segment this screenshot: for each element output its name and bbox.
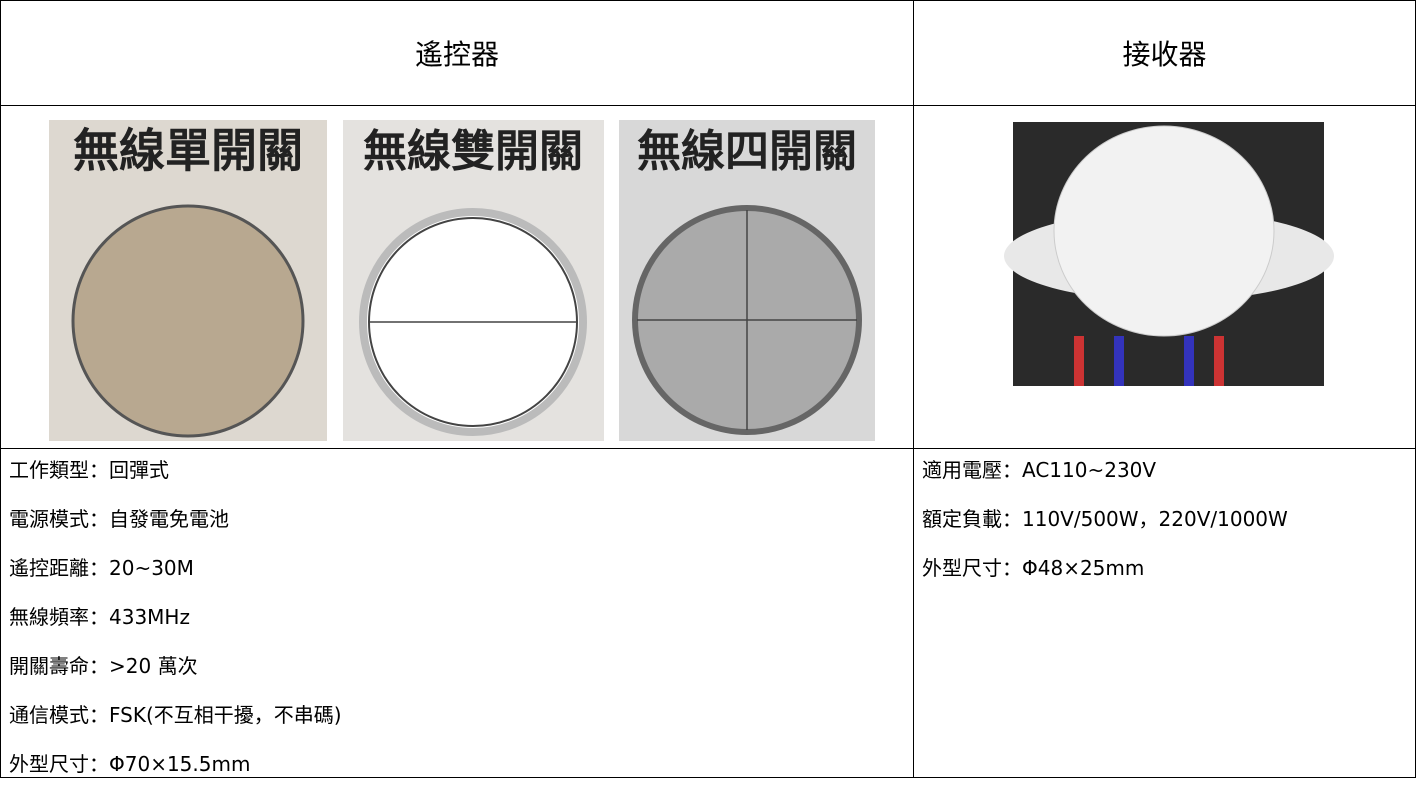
photo-label: 無線四開關 [637,126,857,177]
spec-line: 無線頻率：433MHz [9,605,190,629]
spec-line: 額定負載：110V/500W，220V/1000W [922,507,1288,531]
photo-label: 無線雙開關 [363,126,583,177]
remote-specs-cell: 工作類型：回彈式電源模式：自發電免電池 遙控距離：20~30M 無線頻率：433MH… [0,448,914,778]
header-text: 接收器 [1122,38,1207,71]
photo-label: 無線單開關 [73,124,303,178]
photo: 無線單開關 [49,120,327,441]
image-cell [913,105,1416,449]
spec-line: 外型尺寸：Φ70×15.5mm [9,752,251,776]
photo: 無線雙開關 [343,120,604,441]
spec-line: 電源模式：自發電免電池 [9,507,229,531]
spec-line: 開關壽命：>20 萬次 [9,654,198,678]
receiver-photo [1004,122,1334,386]
spec-line: 外型尺寸：Φ48×25mm [922,556,1145,580]
remote-photos: 無線單開關 無線雙開關 無線四開關 [49,120,875,441]
spec-line: 工作類型：回彈式 [9,458,169,482]
spec-line: 遙控距離：20~30M [9,556,194,580]
spec-line: 通信模式：FSK(不互相干擾，不串碼) [9,703,342,727]
photo: 無線四開關 [619,120,875,441]
spec-line: 適用電壓：AC110~230V [922,458,1157,482]
header-cell: 遙控器 [0,0,914,106]
header-cell: 接收器 [913,0,1416,106]
receiver-specs-cell: 適用電壓：AC110~230V 額定負載：110V/500W，220V/1000W… [913,448,1416,778]
image-cell: 無線單開關 無線雙開關 無線四開關 [0,105,914,449]
header-text: 遙控器 [414,38,499,71]
